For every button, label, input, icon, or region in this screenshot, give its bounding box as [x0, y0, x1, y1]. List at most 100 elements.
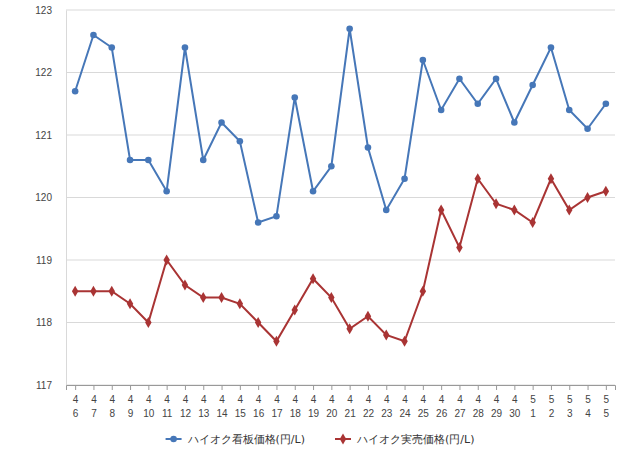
point-marker — [310, 273, 316, 284]
x-tick: 415 — [235, 385, 247, 419]
x-tick: 426 — [436, 385, 448, 419]
x-tick-label: 415 — [235, 394, 247, 419]
point-marker — [109, 286, 115, 297]
x-tick-mark — [368, 385, 369, 390]
y-tick: 120 — [35, 192, 66, 203]
x-tick-mark — [588, 385, 589, 390]
x-tick-label: 426 — [436, 394, 448, 419]
x-tick-mark — [405, 385, 406, 390]
point-marker — [548, 173, 554, 184]
x-tick-mark — [386, 385, 387, 390]
y-tick: 123 — [35, 5, 66, 16]
point-marker — [237, 298, 243, 309]
point-marker — [401, 175, 408, 182]
point-marker — [511, 204, 517, 215]
point-marker — [420, 286, 426, 297]
x-tick-mark — [459, 385, 460, 390]
x-tick-label: 53 — [567, 394, 573, 419]
point-marker — [90, 32, 97, 39]
point-marker — [401, 336, 407, 347]
plot-area — [72, 25, 609, 346]
x-tick: 417 — [271, 385, 283, 419]
x-tick-label: 422 — [363, 394, 375, 419]
point-marker — [292, 304, 298, 315]
point-marker — [255, 317, 261, 328]
x-tick-label: 416 — [253, 394, 265, 419]
grid-line — [66, 260, 615, 261]
point-marker — [182, 44, 189, 51]
point-marker — [255, 219, 262, 226]
x-tick-mark — [258, 385, 259, 390]
y-tick-label: 121 — [35, 130, 52, 141]
point-marker — [584, 192, 590, 203]
y-tick-label: 123 — [35, 5, 52, 16]
x-tick: 411 — [162, 385, 173, 419]
grid-line — [66, 72, 615, 73]
x-tick-mark — [606, 385, 607, 390]
x-tick-mark — [331, 385, 332, 390]
point-marker — [420, 57, 427, 64]
x-tick-label: 419 — [308, 394, 320, 419]
legend-marker — [170, 436, 177, 443]
legend: ハイオク看板価格(円/L) ハイオク実売価格(円/L) — [166, 433, 475, 446]
x-tick: 423 — [381, 385, 393, 419]
x-tick: 51 — [530, 385, 536, 419]
x-tick-mark — [496, 385, 497, 390]
grid-line — [66, 10, 615, 11]
y-axis: 117 118 119 120 121 122 123 — [35, 5, 66, 391]
y-tick: 122 — [35, 67, 66, 78]
y-tick-label: 117 — [36, 380, 52, 391]
x-tick-mark — [93, 385, 94, 390]
x-tick: 53 — [567, 385, 573, 419]
y-tick-label: 122 — [35, 67, 52, 78]
x-tick: 46 — [73, 385, 79, 419]
point-marker — [273, 213, 280, 220]
point-marker — [584, 125, 591, 132]
x-tick-label: 425 — [418, 394, 430, 419]
point-marker — [474, 100, 481, 107]
x-tick-label: 51 — [530, 394, 536, 419]
x-tick-mark — [313, 385, 314, 390]
x-tick: 410 — [143, 385, 155, 419]
point-marker — [346, 25, 353, 32]
point-marker — [603, 186, 609, 197]
point-marker — [273, 336, 279, 347]
x-tick-label: 413 — [198, 394, 210, 419]
y-tick-label: 118 — [36, 317, 52, 328]
y-axis-line — [66, 11, 67, 386]
point-marker — [383, 329, 389, 340]
point-marker — [218, 292, 224, 303]
x-tick-label: 429 — [491, 394, 503, 419]
point-marker — [200, 292, 206, 303]
x-tick-label: 410 — [143, 394, 155, 419]
x-tick: 416 — [253, 385, 265, 419]
x-tick: 421 — [345, 385, 357, 419]
x-tick: 413 — [198, 385, 210, 419]
point-marker — [310, 188, 317, 195]
point-marker — [383, 207, 390, 214]
x-tick: 422 — [363, 385, 375, 419]
point-marker — [456, 75, 463, 82]
point-marker — [145, 317, 151, 328]
legend-item: ハイオク実売価格(円/L) — [335, 433, 474, 446]
x-tick-mark — [276, 385, 277, 390]
x-tick-mark — [423, 385, 424, 390]
legend-marker — [340, 433, 346, 444]
grid — [66, 10, 615, 385]
grid-line — [66, 197, 615, 198]
x-tick: 418 — [290, 385, 302, 419]
x-tick-label: 418 — [290, 394, 302, 419]
x-tick: 420 — [326, 385, 338, 419]
y-tick: 117 — [36, 380, 66, 391]
x-tick: 419 — [308, 385, 320, 419]
x-tick-mark — [295, 385, 296, 390]
x-tick-mark — [551, 385, 552, 390]
x-tick-label: 427 — [454, 394, 466, 419]
x-axis: 4647484941041141241341441541641741841942… — [67, 385, 616, 419]
y-tick: 121 — [35, 130, 66, 141]
point-marker — [566, 204, 572, 215]
x-tick-label: 52 — [549, 394, 555, 419]
y-tick: 119 — [36, 255, 66, 266]
legend-item: ハイオク看板価格(円/L) — [166, 433, 305, 446]
x-tick-label: 430 — [509, 394, 521, 419]
